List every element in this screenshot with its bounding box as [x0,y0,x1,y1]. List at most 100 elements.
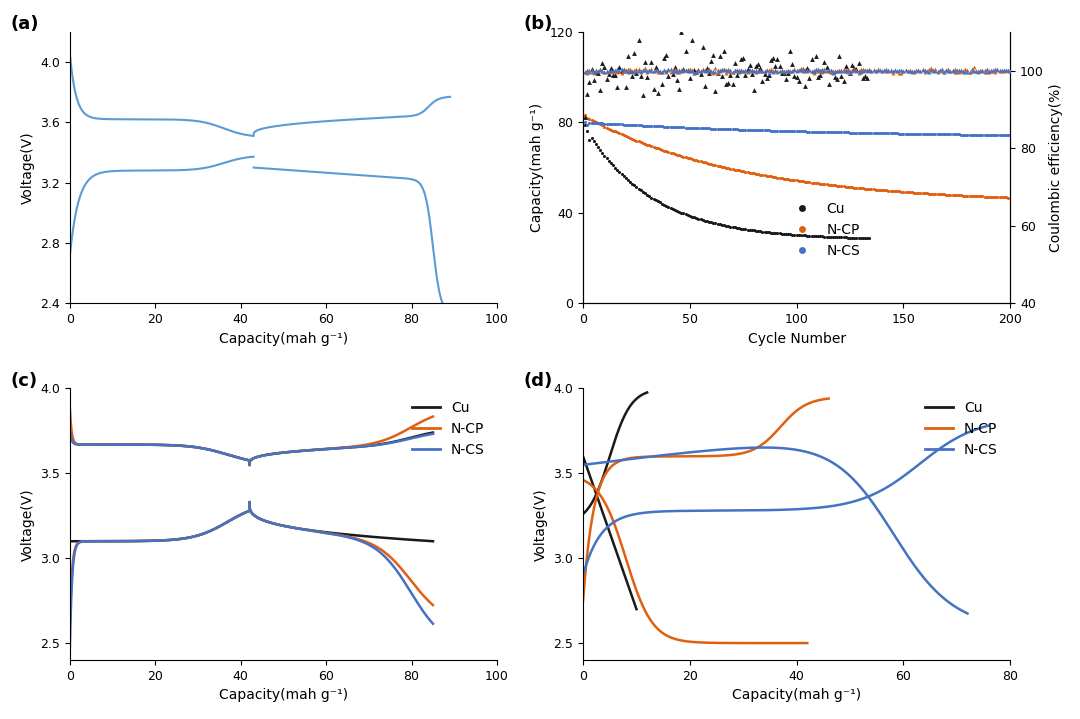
Point [802,177,820,188]
Point [771,65,788,77]
Point [987,129,1004,141]
Point [721,70,739,81]
Point [671,150,688,161]
Point [782,65,799,76]
Point [758,64,775,75]
Point [918,188,935,199]
Point [752,64,769,75]
Point [726,65,743,76]
Point [605,119,622,130]
Point [791,175,808,186]
Point [848,127,865,139]
Point [784,125,801,137]
Point [771,60,788,72]
Point [669,74,686,86]
Point [997,65,1014,76]
Point [835,75,852,86]
Point [993,129,1010,141]
Point [758,124,775,136]
Point [638,139,656,150]
Point [924,128,942,139]
Point [999,65,1016,77]
Point [594,147,611,159]
Point [605,125,622,137]
Point [721,124,739,135]
Point [717,124,734,135]
Point [800,65,818,76]
Point [820,65,837,76]
Point [656,199,673,211]
Point [673,122,690,133]
Point [756,65,773,76]
Point [677,122,694,133]
Point [893,128,910,139]
Point [734,65,752,77]
Point [782,125,799,137]
Point [959,190,976,201]
Point [775,66,793,78]
Point [708,160,726,171]
Point [686,122,703,134]
Point [598,118,616,129]
Point [795,126,812,137]
Point [609,127,626,138]
Point [833,232,850,243]
Point [741,124,758,136]
Point [673,150,690,162]
Point [706,66,724,78]
Point [734,165,752,177]
Point [636,120,653,132]
Point [822,65,839,76]
Point [903,66,920,78]
Point [747,66,765,78]
Point [909,64,927,75]
Point [822,64,839,75]
Point [754,75,771,87]
Point [615,63,632,75]
Point [643,63,660,75]
Point [684,122,701,134]
Point [778,73,795,85]
Point [876,127,893,139]
Point [968,191,985,202]
Point [841,68,859,79]
Point [596,118,613,129]
Point [824,180,841,191]
Point [811,64,828,75]
Y-axis label: Coulombic efficiency(%): Coulombic efficiency(%) [1050,83,1064,252]
Point [728,124,745,135]
Point [922,64,940,75]
Point [730,66,747,78]
Point [843,182,861,193]
Point [861,232,878,244]
Point [793,126,810,137]
Point [797,65,814,76]
Point [970,66,987,78]
Point [660,64,677,75]
Point [585,74,603,86]
Point [681,63,699,75]
Point [708,68,726,79]
Point [590,65,607,77]
Point [703,55,720,67]
Point [833,65,850,76]
Point [937,189,955,201]
Point [850,232,867,244]
Point [732,52,750,64]
Point [588,65,605,76]
Point [708,123,726,134]
Point [684,34,701,45]
Point [762,63,780,74]
Point [638,189,656,201]
Point [609,119,626,130]
Point [937,65,955,76]
Point [865,183,882,195]
Point [773,125,791,137]
Point [666,204,684,216]
Point [805,65,822,77]
Point [717,220,734,232]
Point [645,83,662,94]
Point [581,76,598,88]
Point [940,64,957,75]
Point [745,124,762,136]
